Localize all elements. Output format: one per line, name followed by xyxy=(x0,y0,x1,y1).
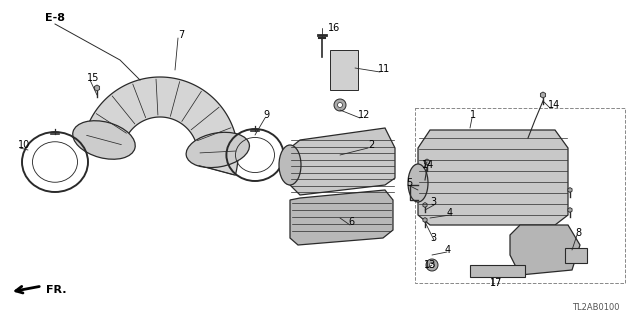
Polygon shape xyxy=(510,225,580,275)
Text: 3: 3 xyxy=(430,233,436,243)
Ellipse shape xyxy=(73,121,135,159)
Text: 11: 11 xyxy=(378,64,390,74)
Text: 10: 10 xyxy=(18,140,30,150)
Ellipse shape xyxy=(186,132,250,168)
Text: 4: 4 xyxy=(447,208,453,218)
Text: 8: 8 xyxy=(575,228,581,238)
Polygon shape xyxy=(418,130,568,225)
Polygon shape xyxy=(423,203,427,207)
Polygon shape xyxy=(568,208,572,212)
Text: 17: 17 xyxy=(490,278,502,288)
Text: 1: 1 xyxy=(470,110,476,120)
Text: 13: 13 xyxy=(424,260,436,270)
Text: 2: 2 xyxy=(368,140,374,150)
Text: 5: 5 xyxy=(406,178,412,188)
Text: 16: 16 xyxy=(328,23,340,33)
Text: 6: 6 xyxy=(348,217,354,227)
Text: 12: 12 xyxy=(358,110,371,120)
Circle shape xyxy=(426,259,438,271)
Circle shape xyxy=(429,262,435,268)
Bar xyxy=(565,248,587,263)
Circle shape xyxy=(334,99,346,111)
Text: 14: 14 xyxy=(422,160,435,170)
Polygon shape xyxy=(290,128,395,195)
Bar xyxy=(330,50,358,90)
Text: FR.: FR. xyxy=(46,285,67,295)
Polygon shape xyxy=(84,77,238,175)
Polygon shape xyxy=(290,190,393,245)
Text: 9: 9 xyxy=(263,110,269,120)
Polygon shape xyxy=(424,159,429,165)
Circle shape xyxy=(337,102,342,108)
Text: 14: 14 xyxy=(548,100,560,110)
Text: 3: 3 xyxy=(430,197,436,207)
Polygon shape xyxy=(540,92,545,98)
Text: 7: 7 xyxy=(178,30,184,40)
Text: TL2AB0100: TL2AB0100 xyxy=(573,303,620,313)
Bar xyxy=(470,265,525,277)
Polygon shape xyxy=(95,85,100,91)
Text: 15: 15 xyxy=(87,73,99,83)
Ellipse shape xyxy=(408,164,428,202)
Polygon shape xyxy=(568,188,572,192)
Text: 4: 4 xyxy=(445,245,451,255)
Polygon shape xyxy=(423,218,427,222)
Text: E-8: E-8 xyxy=(45,13,65,23)
Ellipse shape xyxy=(279,145,301,185)
